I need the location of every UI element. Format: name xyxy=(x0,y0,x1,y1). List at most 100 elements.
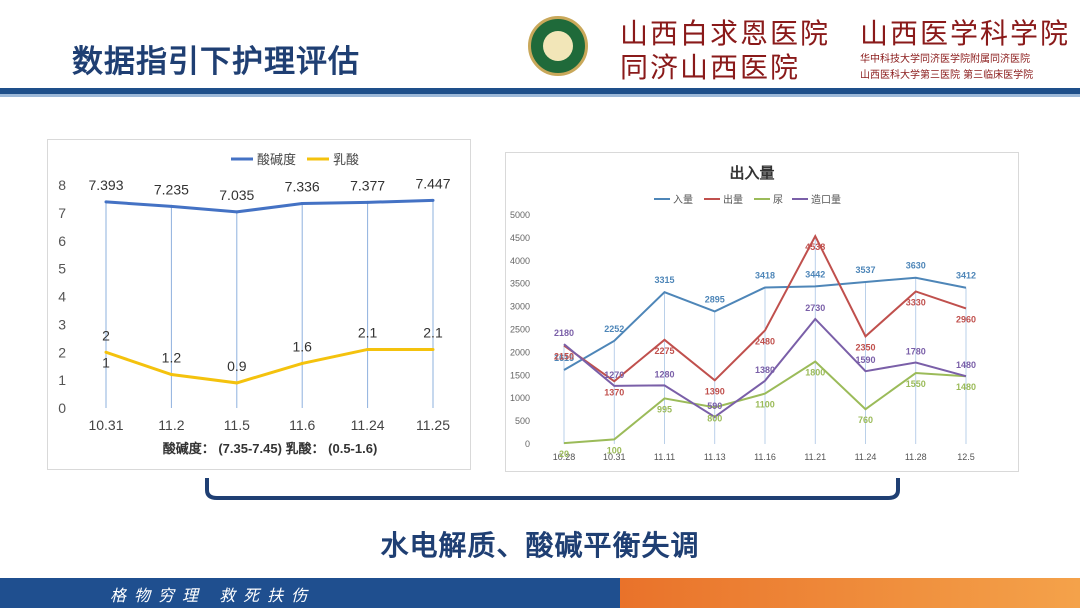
data-label: 995 xyxy=(657,404,672,414)
bracket xyxy=(205,478,900,500)
data-label: 2.1 xyxy=(423,324,443,340)
hospital1-name-line2: 同济山西医院 xyxy=(620,51,801,84)
data-label: 3315 xyxy=(654,275,674,285)
x-tick-label: 11.2 xyxy=(158,417,184,433)
series-line xyxy=(105,198,434,214)
x-tick-label: 11.21 xyxy=(804,452,826,462)
y-tick-label: 3 xyxy=(58,316,66,332)
data-label: 3630 xyxy=(906,261,926,271)
reference-range-note: 酸碱度： (7.35-7.45) 乳酸： (0.5-1.6) xyxy=(163,441,378,456)
x-tick-label: 11.16 xyxy=(754,452,776,462)
data-label: 7.035 xyxy=(219,187,254,203)
legend-label: 入量 xyxy=(673,194,693,206)
y-tick-label: 4500 xyxy=(510,233,530,243)
data-label: 3537 xyxy=(855,265,875,275)
data-label: 1590 xyxy=(855,355,875,365)
data-label: 2252 xyxy=(604,324,624,334)
data-label: 1100 xyxy=(755,400,775,410)
legend-label: 尿 xyxy=(773,194,783,206)
data-label: 760 xyxy=(858,415,873,425)
y-tick-label: 3000 xyxy=(510,302,530,312)
data-label: 2 xyxy=(102,327,110,343)
logo-emblem xyxy=(543,31,573,61)
data-point xyxy=(431,347,435,351)
data-label: 590 xyxy=(707,401,722,411)
hospital1-name-line1: 山西白求恩医院 xyxy=(620,17,831,50)
footer-right xyxy=(620,578,1080,608)
legend-label: 酸碱度 xyxy=(257,152,296,167)
y-tick-label: 4 xyxy=(58,289,66,305)
data-label: 100 xyxy=(607,445,622,455)
y-tick-label: 1000 xyxy=(510,393,530,403)
legend-label: 出量 xyxy=(723,193,743,206)
x-tick-label: 10.31 xyxy=(88,417,123,433)
data-label: 1480 xyxy=(956,360,976,370)
footer-motto: 格物穷理 救死扶伤 xyxy=(110,586,316,605)
y-tick-label: 6 xyxy=(58,233,66,249)
data-label: 1615 xyxy=(554,353,574,363)
footer-left: 格物穷理 救死扶伤 xyxy=(0,578,620,608)
series-line xyxy=(563,276,967,371)
x-tick-label: 10.31 xyxy=(603,452,626,462)
x-tick-label: 11.6 xyxy=(289,417,315,433)
conclusion-text: 水电解质、酸碱平衡失调 xyxy=(380,529,700,562)
data-point xyxy=(366,200,370,204)
y-tick-label: 1500 xyxy=(510,370,530,380)
data-label: 1550 xyxy=(906,379,926,389)
data-label: 2350 xyxy=(855,342,875,352)
y-tick-label: 4000 xyxy=(510,256,530,266)
legend-label: 乳酸 xyxy=(333,152,359,167)
x-tick-label: 11.24 xyxy=(351,417,385,433)
data-label: 2150 xyxy=(554,352,574,362)
data-label: 1780 xyxy=(906,346,926,356)
hospital-logo xyxy=(528,16,588,76)
x-tick-label: 11.25 xyxy=(416,417,450,433)
x-tick-label: 10.28 xyxy=(553,452,576,462)
data-label-extra: 1 xyxy=(102,354,110,370)
header-divider xyxy=(0,88,1080,94)
data-label: 1.6 xyxy=(292,338,312,354)
data-label: 1280 xyxy=(654,369,674,379)
data-label: 7.235 xyxy=(154,181,189,197)
footer-bar: 格物穷理 救死扶伤 xyxy=(0,578,1080,608)
x-tick-label: 11.5 xyxy=(224,417,250,433)
data-label: 4538 xyxy=(805,242,825,252)
header-divider-light xyxy=(0,94,1080,97)
data-label: 7.336 xyxy=(285,179,320,195)
data-label: 2180 xyxy=(554,328,574,338)
y-tick-label: 3500 xyxy=(510,279,530,289)
data-label: 3412 xyxy=(956,271,976,281)
hospital2-name-line2: 华中科技大学同济医学院附属同济医院 xyxy=(860,54,1030,65)
data-label: 2480 xyxy=(755,336,775,346)
y-tick-label: 0 xyxy=(58,400,66,416)
series-line xyxy=(105,347,433,385)
data-label: 1390 xyxy=(705,386,725,396)
data-label: 1270 xyxy=(604,370,624,380)
data-point xyxy=(235,381,239,385)
page-title: 数据指引下护理评估 xyxy=(72,44,360,80)
legend-label: 造口量 xyxy=(811,193,841,206)
chart-title: 出入量 xyxy=(729,164,774,182)
data-label: 1380 xyxy=(755,365,775,375)
data-label: 0.9 xyxy=(227,358,247,374)
data-label: 1370 xyxy=(604,387,624,397)
y-tick-label: 500 xyxy=(515,416,530,426)
series-line xyxy=(563,360,967,445)
data-label: 2.1 xyxy=(358,324,378,340)
x-tick-label: 11.11 xyxy=(654,452,675,462)
data-point xyxy=(169,204,173,208)
y-tick-label: 2000 xyxy=(510,347,530,357)
data-point xyxy=(104,200,108,204)
data-label: 2730 xyxy=(805,303,825,313)
data-label: 2960 xyxy=(956,314,976,324)
x-tick-label: 11.13 xyxy=(704,452,726,462)
data-point xyxy=(169,373,173,377)
data-label: 3418 xyxy=(755,270,775,280)
intake-output-chart-panel: 出入量 入量 出量 尿 造口量 0 500 1000 1500 2000 2500 3000 3500 4… xyxy=(505,152,1019,472)
data-label: 1800 xyxy=(805,368,825,378)
series-line xyxy=(563,233,967,383)
y-tick-label: 7 xyxy=(58,205,66,221)
y-tick-label: 0 xyxy=(525,439,530,449)
data-label: 3442 xyxy=(805,269,825,279)
